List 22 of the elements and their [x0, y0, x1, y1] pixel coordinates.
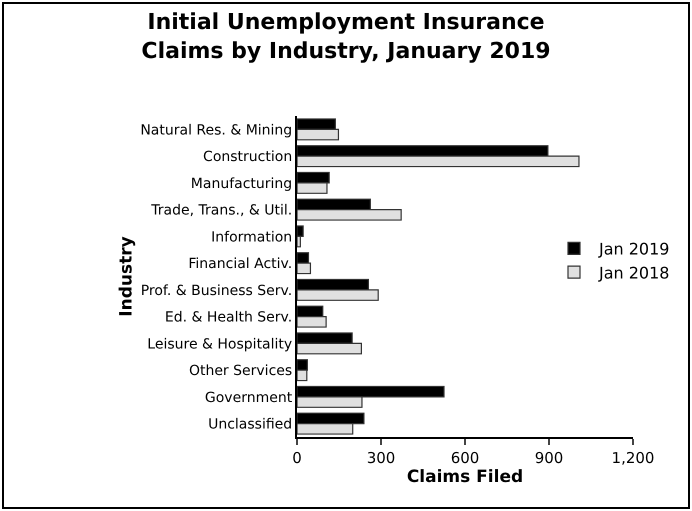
y-tick-label: Information	[211, 229, 292, 246]
chart-title: Initial Unemployment Insurance Claims by Industry, January 2019	[141, 10, 551, 64]
y-tick-label: Manufacturing	[190, 176, 292, 192]
y-tick-label: Unclassified	[208, 416, 292, 433]
y-tick-label: Government	[204, 390, 293, 406]
y-tick-label: Construction	[203, 149, 292, 166]
y-axis-title: Industry	[116, 236, 136, 317]
x-tick-label: 1,200	[612, 449, 654, 467]
x-tick-label: 300	[366, 449, 396, 467]
x-tick-label: 900	[534, 449, 564, 467]
y-tick-label: Other Services	[188, 363, 292, 380]
y-tick-label: Leisure & Hospitality	[147, 336, 292, 352]
y-tick-label: Financial Activ.	[188, 256, 292, 272]
legend-label: Jan 2019	[598, 240, 670, 259]
y-tick-label: Trade, Trans., & Util.	[150, 202, 292, 219]
y-tick-label: Prof. & Business Serv.	[140, 282, 292, 299]
y-tick-label: Natural Res. & Mining	[140, 122, 292, 138]
x-axis-title: Claims Filed	[406, 467, 524, 487]
y-tick-label: Ed. & Health Serv.	[164, 310, 292, 326]
legend-label: Jan 2018	[598, 263, 670, 282]
x-tick-label: 0	[292, 449, 302, 467]
x-tick-label: 600	[450, 449, 480, 467]
